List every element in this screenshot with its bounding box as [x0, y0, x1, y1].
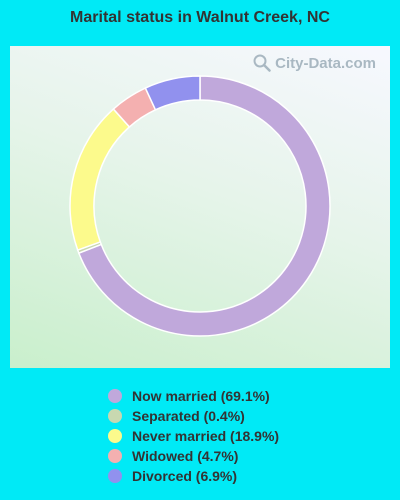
legend-item: Divorced (6.9%): [108, 466, 279, 486]
legend-swatch: [108, 429, 122, 443]
chart-title: Marital status in Walnut Creek, NC: [70, 9, 330, 26]
legend-item: Widowed (4.7%): [108, 446, 279, 466]
legend-label: Separated (0.4%): [132, 408, 245, 424]
donut-slice-divorced: [144, 75, 201, 111]
watermark: City-Data.com: [253, 54, 376, 72]
donut-chart: [69, 75, 331, 337]
donut-slice-now-married: [77, 75, 331, 337]
donut-slice-never-married: [69, 107, 131, 251]
legend-item: Now married (69.1%): [108, 386, 279, 406]
legend-swatch: [108, 389, 122, 403]
watermark-text: City-Data.com: [275, 54, 376, 72]
legend-swatch: [108, 449, 122, 463]
legend-swatch: [108, 469, 122, 483]
legend-swatch: [108, 409, 122, 423]
legend-item: Never married (18.9%): [108, 426, 279, 446]
legend-label: Divorced (6.9%): [132, 468, 238, 484]
plot-area: City-Data.com: [10, 46, 390, 368]
legend-label: Widowed (4.7%): [132, 448, 239, 464]
legend-label: Now married (69.1%): [132, 388, 270, 404]
legend-label: Never married (18.9%): [132, 428, 280, 444]
magnifier-icon: [253, 54, 271, 72]
legend: Now married (69.1%) Separated (0.4%) Nev…: [108, 386, 279, 486]
legend-item: Separated (0.4%): [108, 406, 279, 426]
